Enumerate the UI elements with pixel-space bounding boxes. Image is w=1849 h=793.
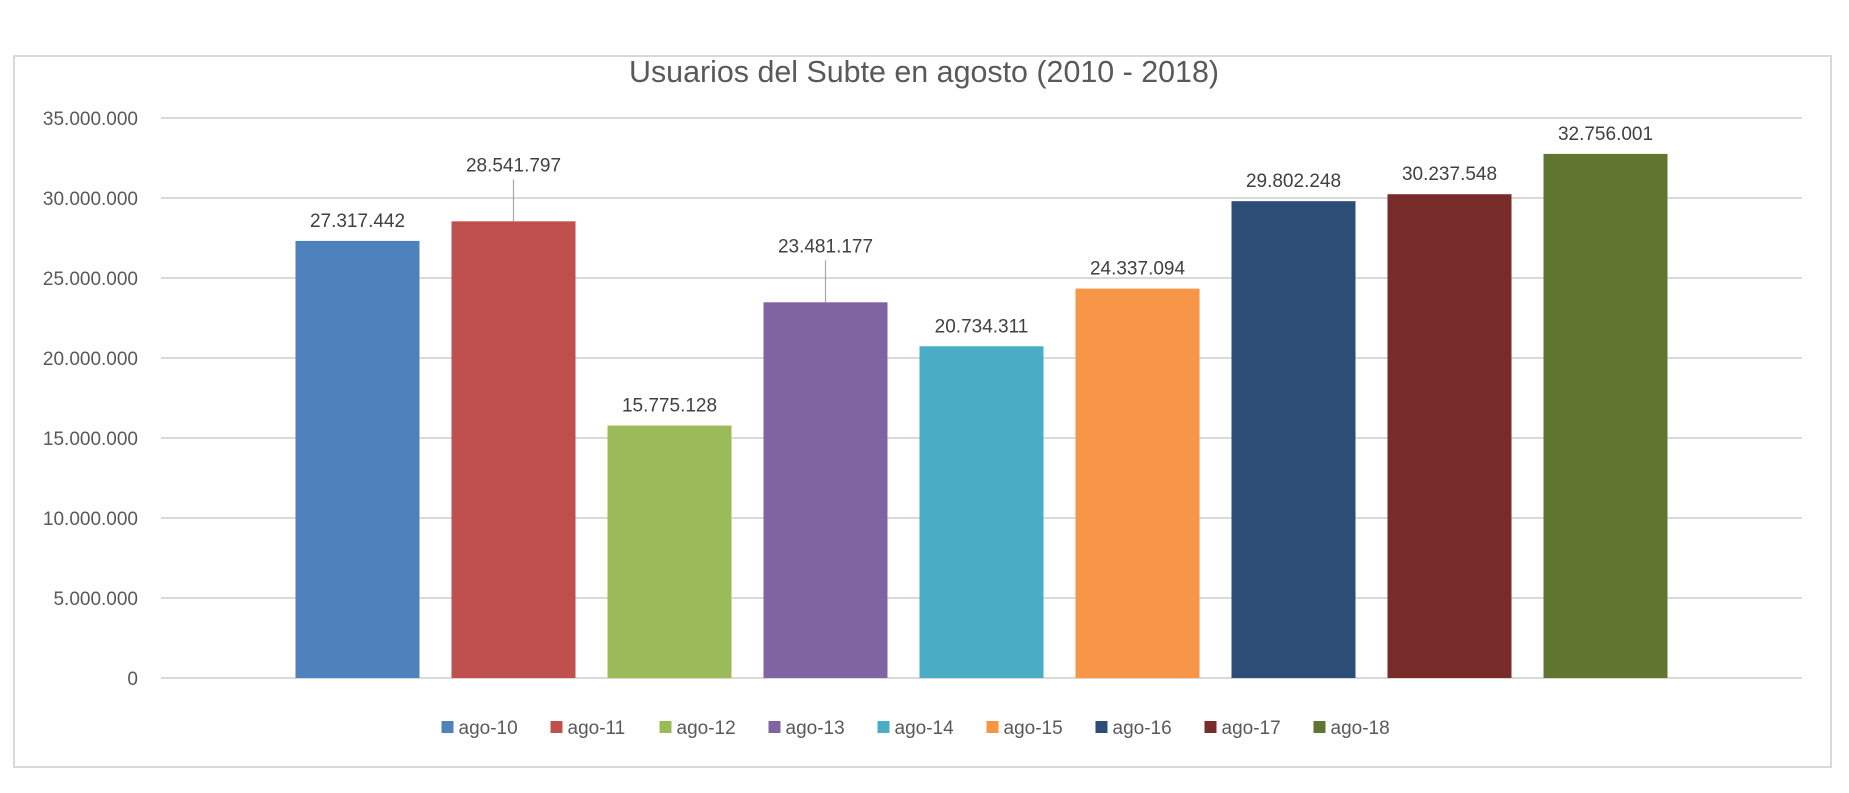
data-label: 30.237.548 [1402,164,1497,185]
y-tick-label: 30.000.000 [43,189,138,210]
data-label: 27.317.442 [310,211,405,232]
legend-item-ago-15: ago-15 [986,718,1063,739]
legend-swatch [986,721,999,733]
legend-swatch [550,721,563,733]
legend-item-ago-17: ago-17 [1204,718,1281,739]
bar-ago-12 [607,425,732,678]
legend-swatch [1313,721,1326,733]
legend-label: ago-13 [786,718,845,739]
legend-label: ago-12 [677,718,736,739]
legend-item-ago-16: ago-16 [1095,718,1172,739]
legend-label: ago-17 [1222,718,1281,739]
data-label: 29.802.248 [1246,171,1341,192]
legend-item-ago-18: ago-18 [1313,718,1390,739]
y-tick-label: 10.000.000 [43,509,138,530]
legend-label: ago-15 [1004,718,1063,739]
legend-label: ago-10 [459,718,518,739]
legend-label: ago-18 [1331,718,1390,739]
legend-label: ago-11 [568,718,626,739]
data-label: 32.756.001 [1558,124,1653,145]
bar-ago-15 [1075,288,1200,678]
y-tick-label: 25.000.000 [43,269,138,290]
legend-item-ago-10: ago-10 [441,718,518,739]
y-tick-label: 5.000.000 [53,589,138,610]
bar-ago-14 [919,346,1044,678]
y-tick-label: 20.000.000 [43,349,138,370]
data-label: 20.734.311 [935,316,1029,337]
y-tick-label: 15.000.000 [43,429,138,450]
legend-item-ago-12: ago-12 [659,718,736,739]
y-tick-label: 35.000.000 [43,109,138,130]
legend-item-ago-13: ago-13 [768,718,845,739]
bar-ago-16 [1231,201,1356,678]
bar-ago-13 [763,302,888,678]
bar-ago-17 [1387,194,1512,679]
legend-item-ago-11: ago-11 [550,718,626,739]
data-label: 24.337.094 [1090,259,1186,280]
legend-item-ago-14: ago-14 [877,718,955,739]
legend-swatch [768,721,781,733]
chart-title: Usuarios del Subte en agosto (2010 - 201… [629,54,1219,89]
bar-ago-18 [1543,153,1668,678]
legend-swatch [659,721,672,733]
bar-ago-10 [295,240,420,678]
legend-label: ago-14 [895,718,955,739]
data-label: 15.775.128 [622,396,717,417]
data-label: 28.541.797 [466,155,561,176]
legend-swatch [877,721,890,733]
y-tick-label: 0 [127,669,138,690]
legend-swatch [441,721,454,733]
legend-swatch [1204,721,1217,733]
legend-label: ago-16 [1113,718,1172,739]
bar-ago-11 [451,221,576,679]
legend-swatch [1095,721,1108,733]
data-label: 23.481.177 [778,236,873,257]
